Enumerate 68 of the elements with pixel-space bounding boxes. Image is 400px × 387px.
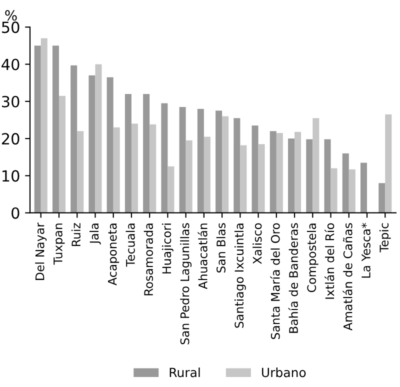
- y-tick-label: 40: [2, 58, 20, 70]
- bar: [131, 124, 138, 213]
- x-tick-label: Acaponeta: [108, 224, 120, 286]
- bar: [88, 75, 96, 213]
- bar: [58, 96, 66, 213]
- bar: [306, 139, 313, 213]
- bar: [52, 46, 59, 213]
- y-tick-label: 50: [2, 22, 20, 34]
- x-tick-label: Tuxpan: [54, 224, 65, 265]
- bar: [77, 131, 84, 213]
- bar: [106, 77, 114, 213]
- x-tick-label: Rosamorada: [144, 224, 154, 296]
- x-tick-label: Amatlán de Cañas: [342, 223, 352, 331]
- bar: [113, 127, 120, 213]
- x-tick-label: San Blas: [216, 223, 226, 273]
- bar: [385, 114, 392, 213]
- bar: [312, 118, 320, 213]
- x-tick-label: Xalisco: [252, 223, 262, 264]
- x-tick-label: Santa María del Oro: [270, 223, 280, 340]
- bar: [258, 144, 265, 213]
- bar: [348, 169, 356, 213]
- bar: [276, 132, 283, 213]
- bar: [360, 162, 368, 213]
- x-tick-label: Ruiz: [71, 223, 81, 246]
- bar: [124, 94, 132, 213]
- x-tick-label: Del Nayar: [35, 222, 47, 280]
- bar: [179, 106, 186, 213]
- x-tick-label: La Yesca*: [362, 222, 370, 278]
- bar: [40, 38, 48, 213]
- bar: [270, 131, 276, 213]
- bar: [34, 46, 41, 213]
- legend-label: Rural: [170, 368, 200, 378]
- bar: [222, 116, 229, 213]
- x-tick-label: Ahuacatlán: [198, 224, 208, 290]
- y-tick-label: 10: [2, 170, 20, 182]
- legend-label: Urbano: [262, 368, 306, 378]
- y-tick-label: 0: [12, 207, 20, 219]
- bar: [161, 103, 168, 213]
- bar: [252, 126, 258, 213]
- bar: [186, 140, 192, 213]
- bar: [150, 124, 156, 213]
- bar: [70, 65, 78, 213]
- bar: [197, 108, 204, 213]
- x-tick-label: Ixtlán del Río: [324, 223, 334, 299]
- y-tick-label: 30: [2, 96, 20, 108]
- x-tick-label: Tepic: [379, 223, 391, 252]
- x-tick-label: Jala: [90, 224, 101, 244]
- x-tick-label: San Pedro Lagunillas: [180, 223, 192, 344]
- bar: [330, 168, 338, 213]
- x-tick-label: Compostela: [306, 224, 318, 292]
- bar: [204, 136, 210, 213]
- bar: [378, 183, 386, 213]
- bar: [143, 94, 150, 213]
- x-tick-label: Santiago Ixcuintla: [234, 224, 246, 328]
- x-tick-label: Bahía de Banderas: [288, 223, 298, 333]
- x-tick-label: Tecuala: [126, 224, 135, 267]
- bar: [240, 145, 247, 213]
- bar: [288, 138, 295, 213]
- bar: [168, 166, 174, 213]
- y-axis-title: %: [5, 10, 17, 21]
- bar: [294, 132, 302, 213]
- bar: [324, 139, 331, 213]
- bar: [95, 64, 102, 213]
- x-tick-label: Huajicori: [162, 224, 174, 274]
- bar: [216, 110, 222, 213]
- bar: [234, 118, 240, 213]
- bar: [342, 153, 349, 213]
- y-tick-label: 20: [2, 133, 20, 145]
